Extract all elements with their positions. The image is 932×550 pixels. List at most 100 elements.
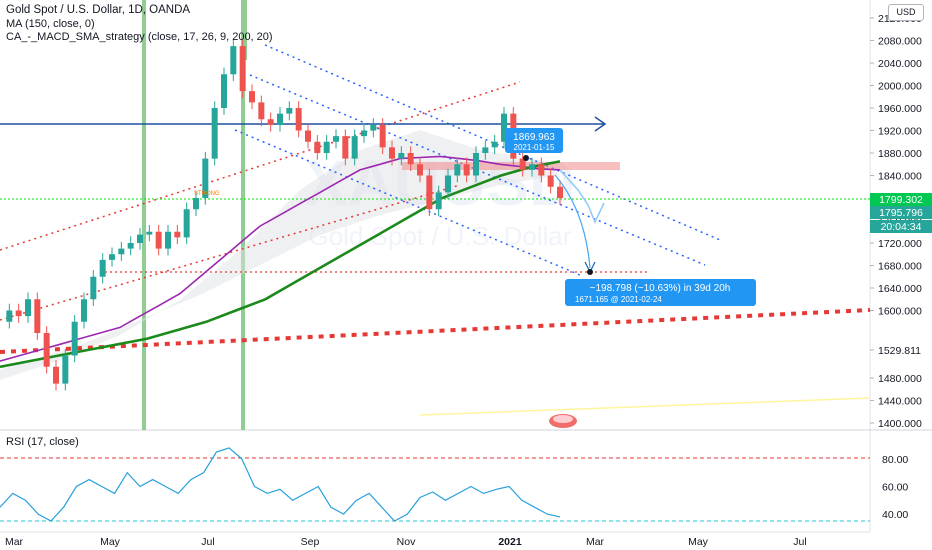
candle-body [435, 192, 442, 210]
price-series [6, 39, 563, 391]
candle-body [473, 153, 479, 176]
candle-body [267, 119, 274, 125]
candle-body [211, 108, 218, 159]
candle-body [202, 158, 209, 198]
candle-body [529, 164, 535, 170]
candle-body [379, 124, 386, 148]
candle-body [34, 299, 41, 333]
rsi-tick-label: 40.00 [882, 509, 908, 521]
rsi-axis[interactable]: 80.00 60.00 40.00 [882, 454, 908, 521]
candle-body [165, 231, 171, 249]
candle-body [193, 198, 199, 210]
candle-body [127, 243, 134, 249]
red-trendline-upper [0, 81, 521, 251]
badge-green-price: 1799.302 [879, 194, 923, 206]
candle-body [445, 175, 451, 193]
candle-body [407, 153, 414, 165]
time-tick-label: 2021 [498, 536, 522, 548]
price-tick-label: 2080.000 [878, 36, 922, 48]
measure-line2: 1671.165 @ 2021-02-24 [575, 295, 662, 304]
time-tick-label: May [688, 536, 709, 548]
time-tick-label: Mar [586, 536, 605, 548]
candle-body [277, 113, 283, 125]
yellow-line [419, 397, 871, 416]
candle-body [557, 186, 563, 198]
candle-body [389, 147, 395, 159]
price-tick-label: 2000.000 [878, 81, 922, 93]
badge-current-price: 1795.796 [879, 207, 923, 219]
time-tick-label: Nov [397, 536, 416, 548]
candle-body [398, 153, 405, 159]
candle-body [463, 164, 470, 176]
candle-body [90, 276, 97, 300]
candle-body [519, 158, 526, 170]
rsi-tick-label: 80.00 [882, 454, 908, 466]
candle-body [547, 175, 554, 187]
badge-countdown: 20:04:34 [881, 221, 922, 233]
candle-body [295, 108, 302, 131]
price-tick-label: 1529.811 [878, 345, 921, 357]
candle-body [43, 333, 50, 367]
price-tick-label: 1640.000 [878, 283, 922, 295]
time-tick-label: Jul [793, 536, 806, 548]
projection-curve [554, 174, 591, 269]
watermark-name: Gold Spot / U.S. Dollar [309, 221, 572, 251]
highlight-vertical-3 [245, 0, 247, 60]
candle-body [501, 113, 507, 142]
candle-body [99, 259, 106, 277]
candle-body [482, 147, 489, 153]
candle-body [342, 136, 349, 159]
price-tick-label: 1400.000 [878, 418, 922, 430]
candle-body [323, 141, 330, 153]
time-axis[interactable]: Mar May Jul Sep Nov 2021 Mar May Jul [5, 536, 807, 548]
price-tick-label: 1880.000 [878, 148, 922, 160]
price-tick-label: 1920.000 [878, 126, 922, 138]
price-tick-label: 1720.000 [878, 238, 922, 250]
price-tick-label: 1960.000 [878, 103, 922, 115]
projection-zigzag [559, 169, 605, 224]
rsi-polyline [0, 447, 561, 522]
candle-body [221, 74, 227, 108]
strategy-tag: STRONG [194, 191, 220, 197]
peak-dot [523, 155, 529, 161]
candle-body [155, 231, 162, 249]
candle-body [71, 321, 78, 356]
highlight-vertical-2 [241, 0, 245, 430]
measure-box [565, 279, 756, 306]
price-tick-label: 1440.000 [878, 396, 922, 408]
candle-body [62, 355, 69, 384]
candle-body [426, 175, 433, 210]
chart-title: Gold Spot / U.S. Dollar, 1D, OANDA [6, 4, 191, 16]
candle-body [249, 91, 255, 103]
currency-button[interactable]: USD [888, 4, 924, 21]
highlight-vertical-1 [142, 0, 146, 430]
candle-body [491, 141, 498, 148]
candle-body [333, 136, 339, 142]
candle-body [137, 234, 143, 243]
time-tick-label: Sep [301, 536, 320, 548]
red-trendline-lower [0, 184, 461, 321]
candle-body [538, 164, 545, 176]
price-tick-label: 1480.000 [878, 373, 922, 385]
peak-label-price: 1869.963 [513, 132, 555, 143]
target-dot [587, 269, 593, 275]
blue-horizontal-arrowhead [594, 116, 607, 132]
peak-label-date: 2021-01-15 [514, 143, 555, 152]
ma-200-line [0, 160, 561, 369]
candle-body [361, 130, 367, 137]
candle-body [183, 209, 190, 238]
strategy-legend: CA_-_MACD_SMA_strategy (close, 17, 26, 9… [6, 31, 273, 43]
time-tick-label: Jul [201, 536, 214, 548]
candle-body [109, 254, 115, 260]
candle-body [118, 248, 125, 255]
candle-body [370, 124, 377, 131]
candle-body [239, 46, 246, 92]
candle-body [314, 141, 321, 153]
candle-body [258, 102, 265, 120]
events-flag-icon[interactable] [549, 414, 577, 428]
candle-body [174, 231, 181, 238]
price-tick-label: 1600.000 [878, 306, 922, 318]
time-tick-label: Mar [5, 536, 24, 548]
candle-body [6, 310, 13, 322]
